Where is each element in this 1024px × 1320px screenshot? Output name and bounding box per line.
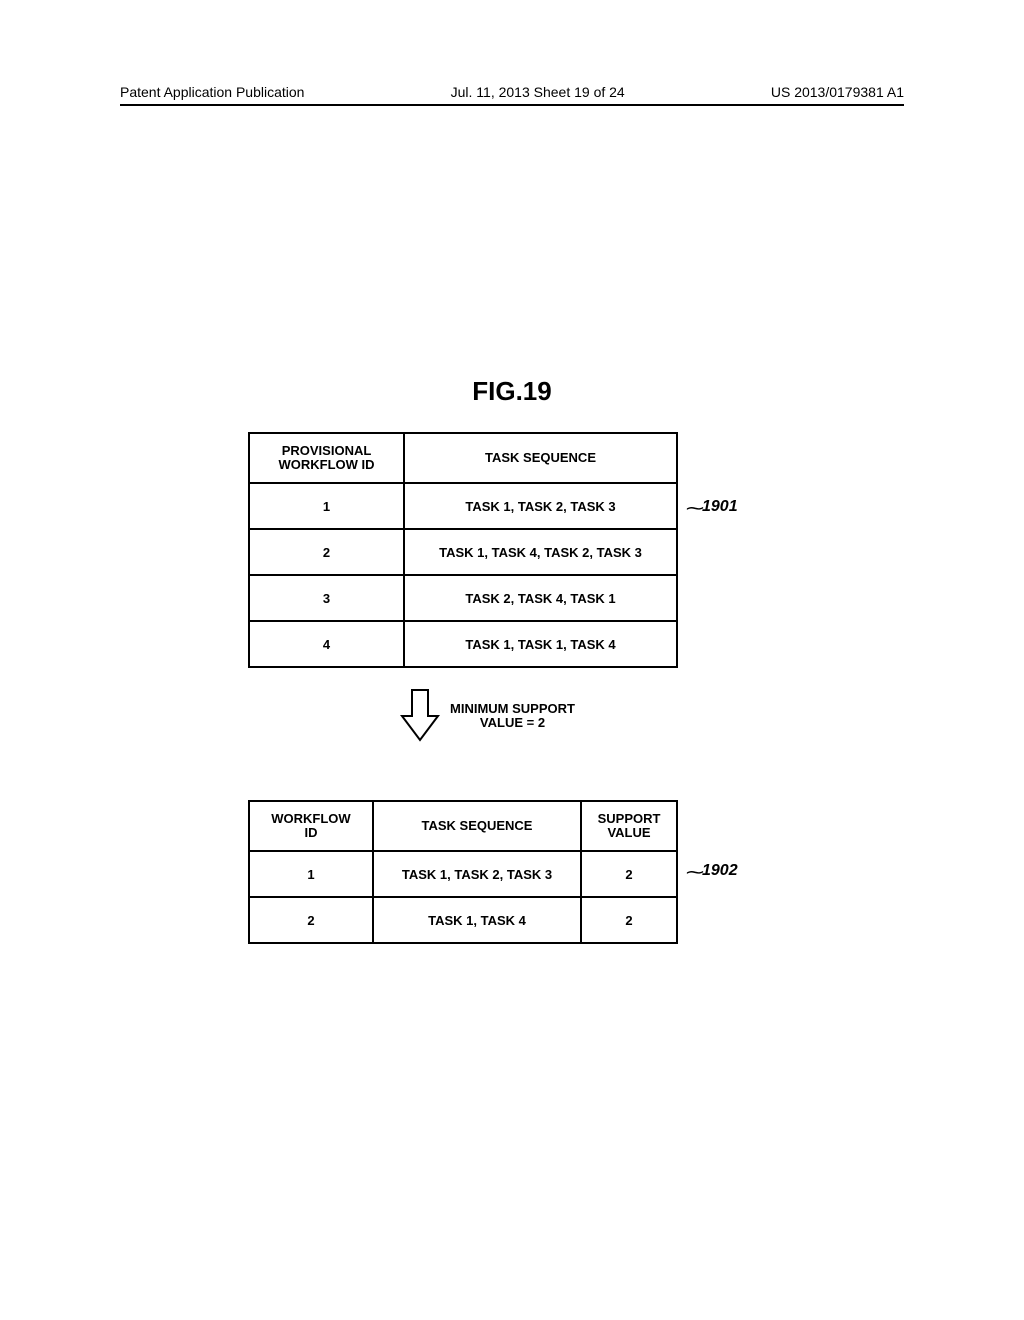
cell-seq: TASK 1, TASK 4, TASK 2, TASK 3 [404,529,677,575]
col-header-workflow-id: WORKFLOW ID [249,801,373,851]
col-header-task-sequence: TASK SEQUENCE [373,801,581,851]
cell-sup: 2 [581,851,677,897]
table: PROVISIONAL WORKFLOW ID TASK SEQUENCE 1 … [248,432,678,668]
cell-seq: TASK 1, TASK 1, TASK 4 [404,621,677,667]
col-header-task-sequence: TASK SEQUENCE [404,433,677,483]
provisional-workflow-table: PROVISIONAL WORKFLOW ID TASK SEQUENCE 1 … [248,432,678,668]
cell-id: 4 [249,621,404,667]
page-header: Patent Application Publication Jul. 11, … [120,84,904,104]
arrow-annotation: MINIMUM SUPPORT VALUE = 2 [400,688,575,744]
table-row: 4 TASK 1, TASK 1, TASK 4 [249,621,677,667]
col-header-workflow-id: PROVISIONAL WORKFLOW ID [249,433,404,483]
arrow-label: MINIMUM SUPPORT VALUE = 2 [450,702,575,729]
header-publication: Patent Application Publication [120,84,304,100]
col-header-support-value: SUPPORT VALUE [581,801,677,851]
table-row: 2 TASK 1, TASK 4 2 [249,897,677,943]
down-arrow-icon [400,688,440,744]
table-header-row: WORKFLOW ID TASK SEQUENCE SUPPORT VALUE [249,801,677,851]
table-row: 1 TASK 1, TASK 2, TASK 3 2 [249,851,677,897]
cell-id: 3 [249,575,404,621]
cell-id: 1 [249,851,373,897]
table-row: 3 TASK 2, TASK 4, TASK 1 [249,575,677,621]
cell-id: 2 [249,897,373,943]
table-row: 2 TASK 1, TASK 4, TASK 2, TASK 3 [249,529,677,575]
cell-seq: TASK 1, TASK 4 [373,897,581,943]
ref-label-1902: 1902 [702,862,738,880]
header-sheet-info: Jul. 11, 2013 Sheet 19 of 24 [451,84,625,100]
workflow-table: WORKFLOW ID TASK SEQUENCE SUPPORT VALUE … [248,800,678,944]
header-pub-number: US 2013/0179381 A1 [771,84,904,100]
cell-sup: 2 [581,897,677,943]
table-header-row: PROVISIONAL WORKFLOW ID TASK SEQUENCE [249,433,677,483]
figure-title: FIG.19 [0,376,1024,407]
cell-seq: TASK 2, TASK 4, TASK 1 [404,575,677,621]
header-rule [120,104,904,106]
cell-seq: TASK 1, TASK 2, TASK 3 [404,483,677,529]
ref-label-1901: 1901 [702,498,738,516]
table: WORKFLOW ID TASK SEQUENCE SUPPORT VALUE … [248,800,678,944]
cell-id: 1 [249,483,404,529]
cell-id: 2 [249,529,404,575]
cell-seq: TASK 1, TASK 2, TASK 3 [373,851,581,897]
table-row: 1 TASK 1, TASK 2, TASK 3 [249,483,677,529]
